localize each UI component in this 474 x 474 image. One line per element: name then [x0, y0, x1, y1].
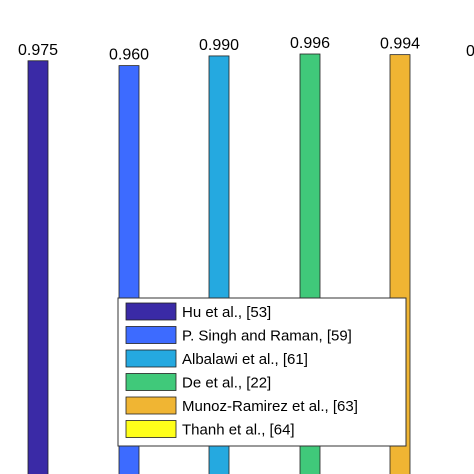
legend-swatch-4	[125, 373, 177, 391]
legend-swatch-1	[125, 302, 177, 321]
legend-label-3: Albalawi et al., [61]	[182, 351, 308, 368]
legend-label-6: Thanh et al., [64]	[182, 422, 295, 439]
bar-value-label-2: 0.960	[109, 47, 149, 64]
bar-1	[27, 60, 49, 474]
legend-label-5: Munoz-Ramirez et al., [63]	[182, 398, 358, 415]
legend: Hu et al., [53] P. Singh and Raman, [59] A…	[117, 297, 407, 447]
legend-label-4: De et al., [22]	[182, 375, 271, 392]
legend-swatch-2	[125, 326, 177, 344]
bar-value-label-4: 0.996	[290, 35, 330, 52]
bar-value-label-6: 0	[466, 43, 474, 60]
legend-label-1: Hu et al., [53]	[182, 304, 271, 321]
legend-label-2: P. Singh and Raman, [59]	[182, 328, 352, 345]
legend-swatch-5	[125, 396, 177, 415]
bar-value-label-5: 0.994	[380, 36, 420, 53]
legend-swatch-6	[125, 420, 177, 438]
bars-group	[27, 53, 411, 474]
legend-swatch-3	[125, 349, 177, 368]
legend-items: Hu et al., [53] P. Singh and Raman, [59] A…	[125, 302, 358, 439]
bar-value-label-3: 0.990	[199, 37, 239, 54]
value-labels-group: 0.975 0.960 0.990 0.996 0.994 0	[18, 35, 474, 64]
bar-value-label-1: 0.975	[18, 42, 58, 59]
